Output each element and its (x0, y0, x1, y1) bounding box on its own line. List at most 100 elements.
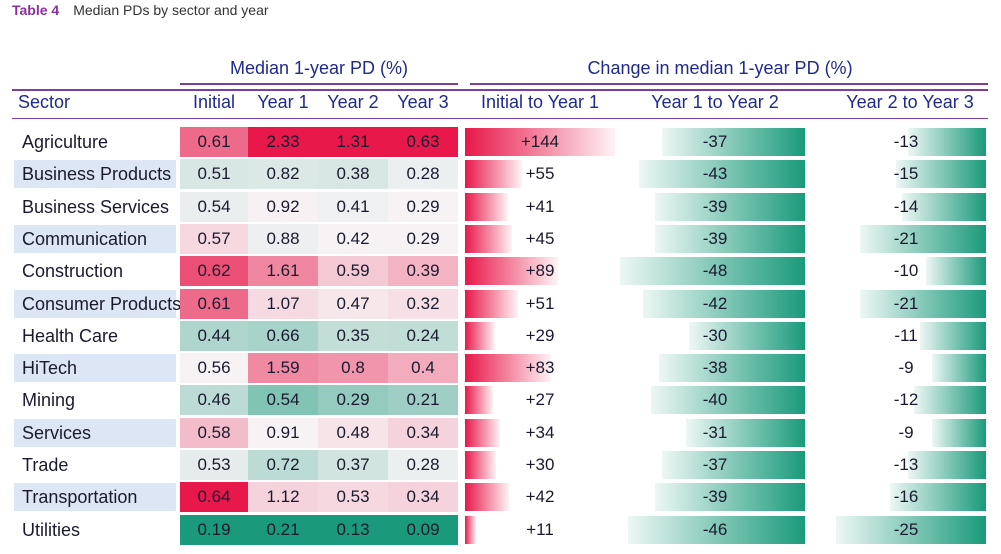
bar-initial-to-year1 (465, 418, 500, 447)
row-label-sector: Trade (22, 455, 69, 475)
bar-year2-to-year3 (908, 128, 986, 156)
value-year1-to-year2: -38 (702, 358, 728, 378)
cell-year2: 0.35 (318, 320, 388, 351)
value-year1-to-year2: -46 (702, 519, 728, 539)
value-initial-to-year1: +30 (525, 455, 555, 474)
bar-year1-to-year2 (620, 257, 805, 286)
value-year2-to-year3: -13 (893, 132, 919, 151)
value-year1-to-year2: -37 (702, 455, 728, 474)
value-year2-to-year3: -13 (893, 455, 919, 474)
group-change-header: Change in median 1-year PD (%) (587, 58, 853, 78)
cell-initial: 0.44 (180, 320, 248, 351)
row-label-sector: Communication (14, 224, 176, 253)
cell-year3: 0.34 (388, 482, 458, 513)
value-initial-to-year1: +51 (525, 293, 555, 313)
cell-year3: 0.29 (388, 191, 458, 222)
cell-year1: 0.72 (248, 450, 318, 480)
col-header-initial: Initial (192, 92, 236, 112)
cell-year1: 0.88 (248, 223, 318, 254)
cell-year2: 0.48 (318, 417, 388, 448)
value-initial-to-year1: +27 (525, 390, 555, 410)
bar-year2-to-year3 (926, 257, 986, 286)
value-year2-to-year3: -15 (893, 164, 919, 184)
value-year1-to-year2: -48 (702, 261, 728, 281)
row-label-sector: HiTech (14, 354, 176, 383)
bar-year1-to-year2 (662, 451, 805, 479)
col-header-year2-to-year3: Year 2 to Year 3 (846, 92, 974, 112)
value-year1-to-year2: -39 (702, 228, 728, 248)
bar-year2-to-year3 (836, 515, 986, 544)
value-year2-to-year3: -14 (893, 196, 919, 216)
bar-initial-to-year1 (465, 321, 495, 350)
value-year2-to-year3: -21 (893, 228, 919, 248)
bar-initial-to-year1 (465, 483, 509, 512)
bar-year2-to-year3 (896, 160, 986, 189)
bar-initial-to-year1 (465, 192, 508, 221)
col-header-year1-to-year2: Year 1 to Year 2 (651, 92, 779, 112)
value-year1-to-year2: -43 (702, 164, 728, 184)
table-caption: Table 4 Median PDs by sector and year (12, 2, 269, 18)
bar-year1-to-year2 (655, 192, 805, 221)
value-initial-to-year1: +29 (525, 325, 555, 345)
cell-year2: 0.47 (318, 288, 388, 319)
cell-year1: 1.12 (248, 482, 318, 513)
value-year1-to-year2: -39 (702, 196, 728, 216)
cell-year1: 1.07 (248, 288, 318, 319)
bar-year1-to-year2 (689, 321, 805, 350)
bar-initial-to-year1 (465, 289, 518, 318)
cell-initial: 0.64 (180, 482, 248, 513)
group-median-header: Median 1-year PD (%) (229, 58, 409, 78)
bar-year2-to-year3 (932, 418, 986, 447)
value-year1-to-year2: -39 (702, 487, 728, 507)
row-label-sector: Utilities (22, 519, 81, 540)
cell-year1: 1.61 (248, 256, 318, 287)
row-label-sector: Mining (22, 390, 76, 411)
bar-year1-to-year2 (655, 224, 805, 253)
row-label-sector: Health Care (22, 325, 119, 346)
cell-initial: 0.19 (180, 514, 248, 545)
cell-year2: 0.38 (318, 159, 388, 190)
cell-initial: 0.57 (180, 223, 248, 254)
value-year1-to-year2: -42 (702, 293, 728, 313)
cell-year3: 0.24 (388, 320, 458, 351)
bar-year1-to-year2 (643, 289, 805, 318)
value-year2-to-year3: -9 (898, 358, 914, 378)
cell-year3: 0.34 (388, 417, 458, 448)
bar-initial-to-year1 (465, 224, 512, 253)
cell-year3: 0.63 (388, 127, 458, 157)
value-initial-to-year1: +89 (525, 261, 555, 281)
value-year1-to-year2: -31 (702, 422, 728, 442)
cell-year1: 0.21 (248, 514, 318, 545)
col-header-sector: Sector (18, 92, 71, 112)
value-year2-to-year3: -21 (893, 293, 919, 313)
bar-initial-to-year1 (465, 354, 551, 383)
cell-initial: 0.56 (180, 353, 248, 384)
bar-year2-to-year3 (932, 354, 986, 383)
cell-year3: 0.29 (388, 223, 458, 254)
value-year2-to-year3: -25 (893, 519, 919, 539)
cell-year3: 0.32 (388, 288, 458, 319)
header-rule (12, 118, 988, 119)
cell-year3: 0.39 (388, 256, 458, 287)
bar-initial-to-year1 (465, 515, 476, 544)
value-year2-to-year3: -9 (898, 422, 914, 442)
bar-year1-to-year2 (686, 418, 805, 447)
col-header-initial-to-year1: Initial to Year 1 (480, 92, 600, 112)
cell-initial: 0.62 (180, 256, 248, 287)
row-label-sector: Services (14, 418, 176, 447)
value-year1-to-year2: -40 (702, 390, 728, 410)
cell-year2: 0.53 (318, 482, 388, 513)
bar-year2-to-year3 (890, 483, 986, 512)
cell-initial: 0.58 (180, 417, 248, 448)
col-header-year2: Year 2 (327, 92, 379, 112)
cell-year1: 0.92 (248, 191, 318, 222)
value-initial-to-year1: +11 (526, 519, 554, 539)
cell-year1: 2.33 (248, 127, 318, 157)
table-title: Median PDs by sector and year (73, 2, 269, 18)
cell-initial: 0.53 (180, 450, 248, 480)
cell-year3: 0.21 (388, 385, 458, 416)
cell-year3: 0.4 (388, 353, 458, 384)
cell-year2: 0.59 (318, 256, 388, 287)
cell-year2: 0.8 (318, 353, 388, 384)
cell-year3: 0.09 (388, 514, 458, 545)
